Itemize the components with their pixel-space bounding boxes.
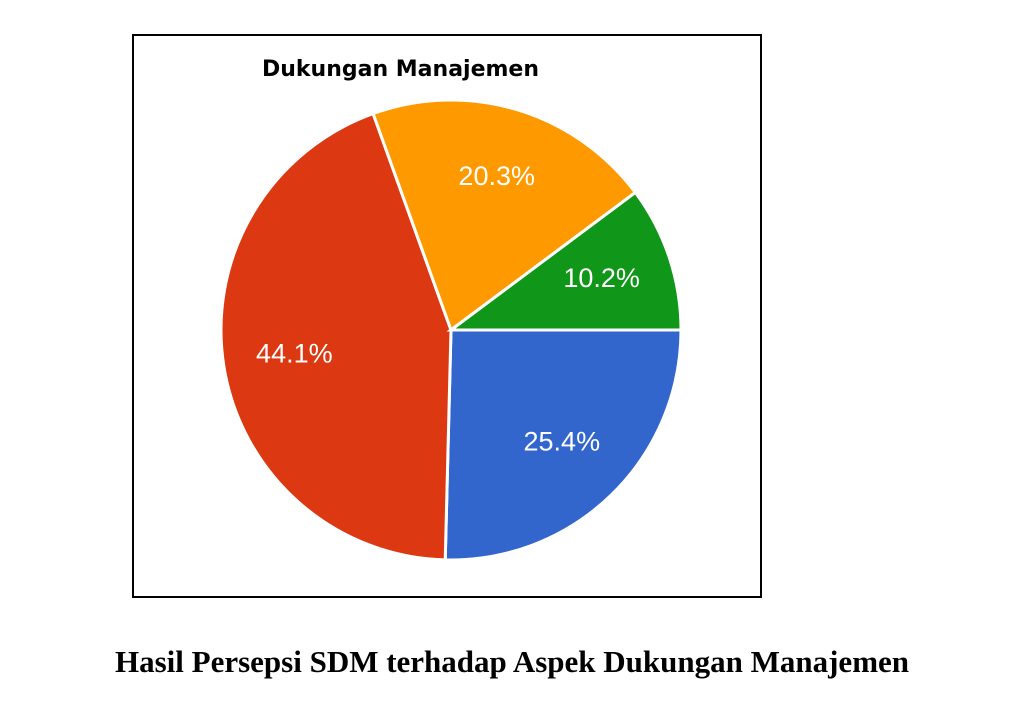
slice-label: 44.1%: [256, 338, 333, 368]
pie-slice: [219, 111, 453, 562]
slice-label: 25.4%: [524, 427, 601, 457]
caption: Hasil Persepsi SDM terhadap Aspek Dukung…: [115, 644, 909, 679]
pie: 25.4% 44.1% 20.3% 10.2%: [219, 98, 683, 562]
slice-label: 10.2%: [563, 263, 640, 293]
pie-slice: [371, 98, 638, 333]
chart-title: Dukungan Manajemen: [262, 57, 539, 82]
pie-slice: [446, 190, 683, 332]
pie-slice: [443, 328, 683, 562]
slice-label: 20.3%: [458, 161, 535, 191]
